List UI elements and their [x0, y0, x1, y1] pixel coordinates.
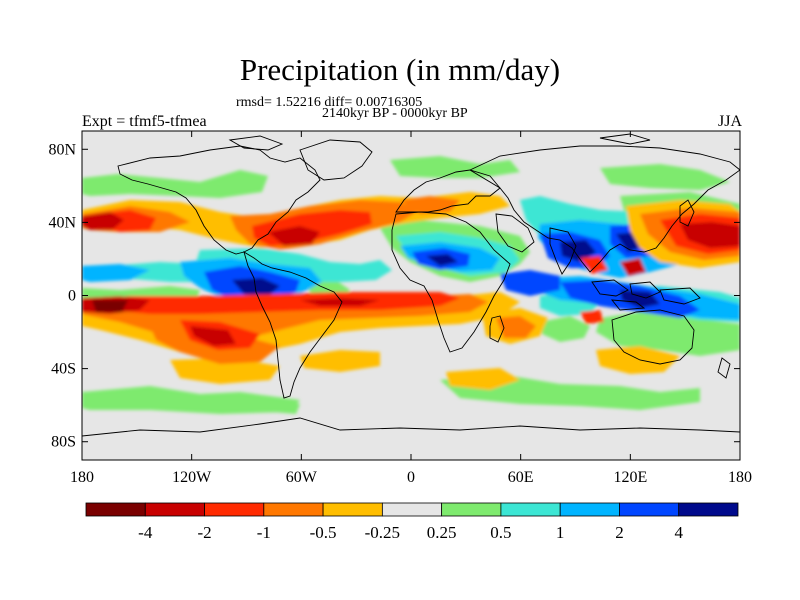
y-tick-label: 40S	[51, 361, 76, 378]
colorbar-label: 4	[674, 523, 683, 542]
colorbar-label: -0.5	[310, 523, 337, 542]
x-tick-label: 60W	[286, 469, 318, 486]
colorbar-label: -2	[197, 523, 211, 542]
colorbar-swatch	[678, 502, 739, 517]
colorbar-label: 0.5	[490, 523, 511, 542]
colorbar-label: 2	[615, 523, 624, 542]
map-title: Precipitation (in mm/day)	[239, 52, 561, 87]
x-tick-label: 120W	[172, 469, 212, 486]
x-tick-label: 120E	[613, 469, 647, 486]
colorbar-swatch	[559, 502, 620, 517]
colorbar-label: 0.25	[427, 523, 457, 542]
y-tick-label: 80N	[48, 141, 76, 158]
colorbar-swatch	[144, 502, 205, 517]
colorbar-label: 1	[556, 523, 565, 542]
x-tick-label: 180	[70, 469, 94, 486]
colorbar-swatch	[85, 502, 146, 517]
x-axis: 180 120W 60W 0 60E 120E 180	[70, 131, 752, 486]
colorbar-swatch	[441, 502, 502, 517]
period-line: 2140kyr BP - 0000kyr BP	[322, 106, 468, 121]
colorbar-swatch	[619, 502, 680, 517]
coastlines	[82, 133, 740, 437]
x-tick-label: 60E	[508, 469, 534, 486]
x-tick-label: 0	[407, 469, 415, 486]
colorbar-swatch	[381, 502, 443, 517]
colorbar-swatch	[500, 502, 561, 517]
y-tick-label: 80S	[51, 434, 76, 451]
x-tick-label: 180	[728, 469, 752, 486]
colorbar-label: -4	[138, 523, 153, 542]
colorbar-swatch	[263, 502, 324, 517]
colorbar: -4 -2 -1 -0.5 -0.25 0.25 0.5 1 2 4	[85, 502, 739, 542]
experiment-label: Expt = tfmf5-tfmea	[82, 113, 207, 130]
y-tick-label: 0	[68, 288, 76, 305]
anomaly-field	[82, 156, 740, 414]
y-axis: 80N 40N 0 40S 80S	[48, 141, 740, 451]
colorbar-swatch	[204, 502, 265, 517]
colorbar-swatch	[322, 502, 383, 517]
colorbar-label: -0.25	[365, 523, 400, 542]
y-tick-label: 40N	[48, 214, 76, 231]
season-label: JJA	[717, 113, 742, 130]
stats-line: rmsd= 1.52216 diff= 0.00716305	[236, 95, 423, 110]
colorbar-label: -1	[257, 523, 271, 542]
